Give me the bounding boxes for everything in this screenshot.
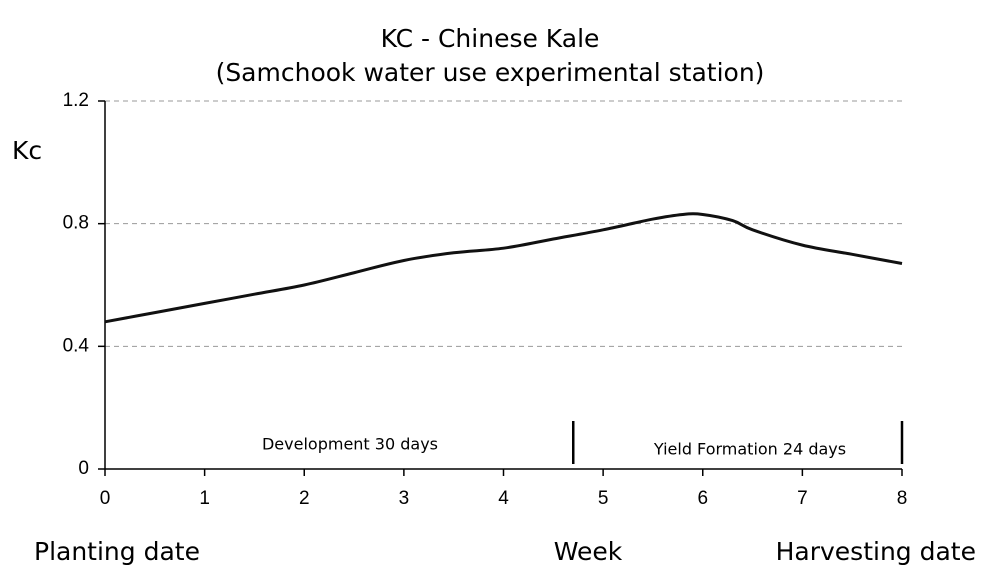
chart-subtitle: (Samchook water use experimental station…: [216, 58, 765, 87]
x-tick-label: 0: [100, 488, 111, 509]
y-tick-label: 0.8: [63, 213, 89, 234]
kc-line: [104, 212, 903, 324]
stage-annotation: Yield Formation 24 days: [653, 440, 846, 459]
x-axis-label: Week: [554, 537, 623, 566]
x-tick-label: 7: [797, 488, 808, 509]
x-tick-label: 4: [498, 488, 509, 509]
x-label-left: Planting date: [34, 537, 200, 566]
y-tick-label: 1.2: [63, 90, 89, 111]
x-tick-label: 8: [897, 488, 908, 509]
stage-annotation: Development 30 days: [262, 435, 438, 454]
y-tick-label: 0.4: [63, 335, 90, 356]
x-tick-label: 1: [199, 488, 210, 509]
x-tick-label: 5: [598, 488, 609, 509]
x-label-right: Harvesting date: [776, 537, 976, 566]
y-tick-label: 0: [78, 458, 89, 479]
x-tick-label: 2: [299, 488, 310, 509]
x-tick-label: 3: [399, 488, 410, 509]
x-tick-label: 6: [697, 488, 708, 509]
chart-title: KC - Chinese Kale: [381, 24, 600, 53]
y-axis-label: Kc: [12, 136, 42, 165]
